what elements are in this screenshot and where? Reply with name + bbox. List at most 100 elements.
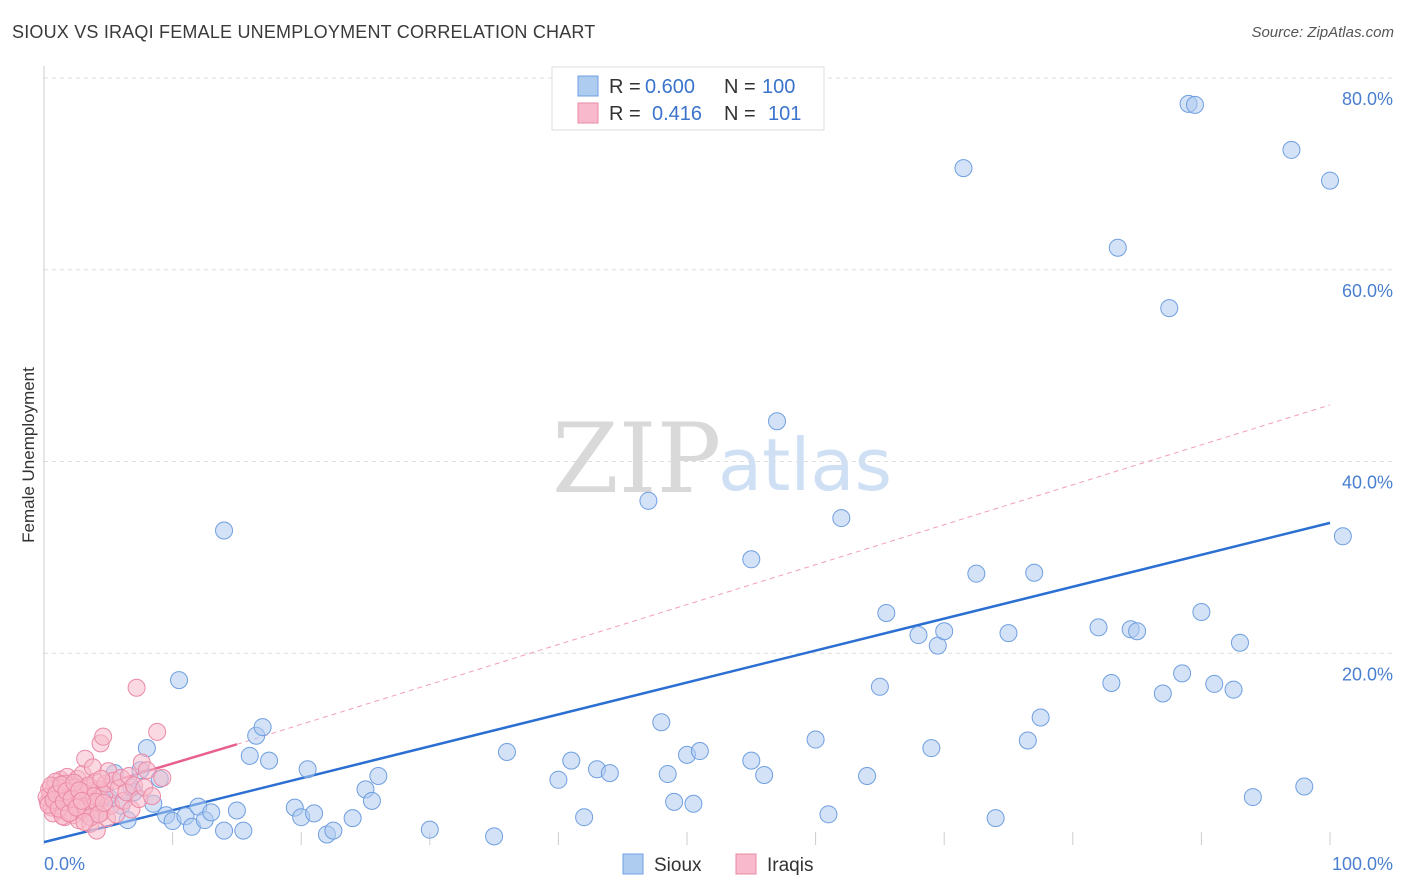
legend-swatch-iraqis bbox=[577, 102, 599, 124]
sioux-point-77 bbox=[1102, 673, 1121, 692]
legend-n-value-iraqis: 101 bbox=[768, 103, 801, 125]
legend-swatch-sioux bbox=[577, 75, 599, 97]
sioux-point-56 bbox=[742, 550, 761, 569]
x-tick-label-min: 0.0% bbox=[44, 854, 85, 874]
bottom-legend-label-iraqis: Iraqis bbox=[767, 855, 813, 876]
sioux-point-36 bbox=[343, 809, 362, 828]
sioux-point-53 bbox=[684, 794, 703, 813]
sioux-point-25 bbox=[234, 821, 253, 840]
sioux-point-92 bbox=[1295, 777, 1314, 796]
x-tick-label-max: 100.0% bbox=[1332, 854, 1393, 874]
sioux-point-24 bbox=[227, 801, 246, 820]
iraqi-trendline-dashed bbox=[236, 404, 1331, 745]
iraqi-point-62 bbox=[153, 768, 172, 787]
sioux-point-60 bbox=[819, 805, 838, 824]
iraqi-point-55 bbox=[127, 678, 146, 697]
sioux-point-35 bbox=[324, 821, 343, 840]
iraqi-points bbox=[37, 678, 172, 840]
sioux-point-65 bbox=[909, 626, 928, 645]
legend: R = 0.600 N = 100 R = 0.416 N = 101 bbox=[551, 66, 825, 131]
chart-title: SIOUX VS IRAQI FEMALE UNEMPLOYMENT CORRE… bbox=[12, 22, 596, 42]
sioux-point-22 bbox=[215, 821, 234, 840]
source-label: Source: ZipAtlas.com bbox=[1251, 24, 1394, 41]
iraqi-point-99 bbox=[72, 791, 91, 810]
iraqi-point-59 bbox=[137, 761, 156, 780]
y-tick-label-20: 20.0% bbox=[1342, 664, 1393, 684]
sioux-point-57 bbox=[755, 766, 774, 785]
bottom-legend-label-sioux: Sioux bbox=[654, 855, 702, 876]
sioux-point-88 bbox=[1224, 680, 1243, 699]
sioux-point-58 bbox=[768, 412, 787, 431]
legend-n-value-sioux: 100 bbox=[762, 76, 795, 98]
sioux-point-87 bbox=[1205, 674, 1224, 693]
sioux-point-48 bbox=[639, 491, 658, 510]
bottom-legend-swatch-sioux bbox=[622, 853, 644, 875]
sioux-point-28 bbox=[253, 718, 272, 737]
watermark-zip: ZIP bbox=[552, 403, 721, 515]
sioux-point-82 bbox=[1160, 299, 1179, 318]
sioux-point-72 bbox=[999, 624, 1018, 643]
iraqi-point-100 bbox=[75, 812, 94, 831]
sioux-point-47 bbox=[600, 764, 619, 783]
sioux-point-62 bbox=[858, 766, 877, 785]
sioux-point-54 bbox=[690, 742, 709, 761]
x-axis-ticks bbox=[43, 832, 1331, 845]
sioux-point-42 bbox=[497, 743, 516, 762]
sioux-point-41 bbox=[485, 827, 504, 846]
sioux-point-85 bbox=[1185, 95, 1204, 114]
grid-lines bbox=[44, 77, 1393, 654]
sioux-point-76 bbox=[1089, 618, 1108, 637]
sioux-point-40 bbox=[420, 820, 439, 839]
sioux-point-59 bbox=[806, 730, 825, 749]
sioux-point-26 bbox=[240, 746, 259, 765]
legend-r-label-sioux: R = bbox=[609, 76, 641, 98]
sioux-point-21 bbox=[202, 803, 221, 822]
iraqi-point-61 bbox=[148, 722, 167, 741]
sioux-trendline-solid bbox=[43, 521, 1331, 844]
iraqi-point-84 bbox=[94, 793, 113, 812]
sioux-point-33 bbox=[305, 804, 324, 823]
sioux-point-68 bbox=[935, 622, 954, 641]
sioux-point-75 bbox=[1031, 708, 1050, 727]
iraqi-point-60 bbox=[143, 787, 162, 806]
bottom-legend: Sioux Iraqis bbox=[622, 853, 813, 876]
sioux-point-71 bbox=[986, 809, 1005, 828]
sioux-trendline bbox=[43, 521, 1331, 844]
sioux-point-64 bbox=[877, 603, 896, 622]
sioux-point-89 bbox=[1230, 633, 1249, 652]
y-tick-label-80: 80.0% bbox=[1342, 89, 1393, 109]
sioux-point-83 bbox=[1173, 664, 1192, 683]
sioux-point-86 bbox=[1192, 603, 1211, 622]
sioux-point-80 bbox=[1128, 622, 1147, 641]
sioux-point-90 bbox=[1243, 788, 1262, 807]
sioux-point-23 bbox=[215, 521, 234, 540]
legend-n-label-iraqis: N = bbox=[724, 103, 756, 125]
y-axis-label: Female Unemployment bbox=[19, 367, 38, 543]
sioux-point-38 bbox=[362, 791, 381, 810]
sioux-point-55 bbox=[742, 751, 761, 770]
sioux-point-29 bbox=[260, 751, 279, 770]
sioux-point-93 bbox=[1321, 171, 1339, 190]
sioux-point-39 bbox=[369, 766, 388, 785]
sioux-point-81 bbox=[1153, 684, 1172, 703]
iraqi-point-40 bbox=[94, 727, 113, 746]
watermark-atlas: atlas bbox=[718, 423, 892, 507]
sioux-point-94 bbox=[1333, 527, 1352, 546]
sioux-point-49 bbox=[652, 713, 671, 732]
y-tick-label-40: 40.0% bbox=[1342, 473, 1393, 493]
legend-r-value-iraqis: 0.416 bbox=[652, 103, 702, 125]
sioux-point-70 bbox=[967, 564, 986, 583]
legend-r-label-iraqis: R = bbox=[609, 103, 641, 125]
bottom-legend-swatch-iraqis bbox=[735, 853, 757, 875]
sioux-point-74 bbox=[1025, 563, 1044, 582]
sioux-point-16 bbox=[170, 671, 189, 690]
sioux-point-44 bbox=[562, 751, 581, 770]
legend-r-value-sioux: 0.600 bbox=[645, 76, 695, 98]
sioux-point-91 bbox=[1282, 140, 1301, 159]
sioux-point-63 bbox=[870, 677, 889, 696]
sioux-point-32 bbox=[298, 760, 317, 779]
sioux-point-78 bbox=[1108, 238, 1127, 257]
sioux-point-73 bbox=[1018, 731, 1037, 750]
legend-n-label-sioux: N = bbox=[724, 76, 756, 98]
